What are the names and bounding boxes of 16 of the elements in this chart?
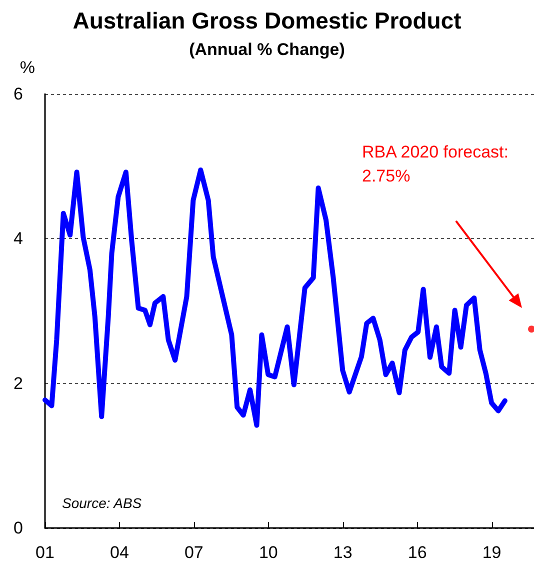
y-axis-title: %	[20, 58, 35, 77]
x-tick-label: 13	[333, 543, 352, 562]
x-tick-label: 07	[184, 543, 204, 562]
y-tick-label: 2	[14, 374, 23, 393]
x-tick-label: 10	[258, 543, 278, 562]
annotation: RBA 2020 forecast: 2.75%	[362, 142, 514, 186]
y-tick-label: 4	[14, 229, 23, 248]
y-tick-label: 6	[14, 84, 23, 104]
x-tick-label: 16	[408, 543, 427, 562]
chart-title: Australian Gross Domestic Product	[72, 8, 462, 34]
y-tick-label: 0	[14, 518, 23, 538]
x-tick-label: 01	[36, 543, 54, 562]
annotation: Source: ABS	[62, 495, 142, 511]
x-tick-label: 19	[482, 543, 502, 562]
x-tick-label: 04	[110, 543, 129, 562]
chart-subtitle: (Annual % Change)	[189, 40, 345, 59]
